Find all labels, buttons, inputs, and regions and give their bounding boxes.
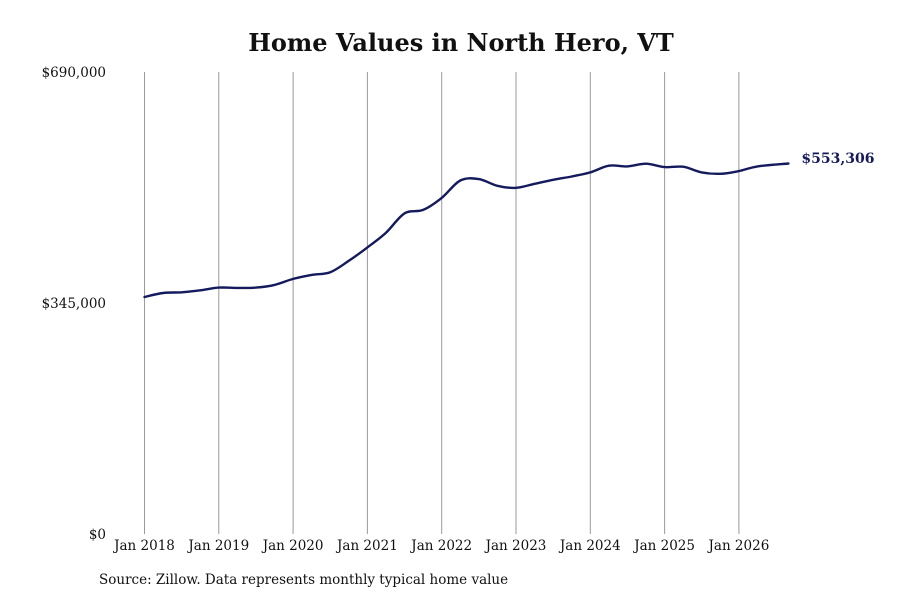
x-tick-label: Jan 2023: [484, 538, 547, 554]
x-tick-label: Jan 2021: [335, 538, 398, 554]
x-tick-label: Jan 2022: [409, 538, 472, 554]
chart-title: Home Values in North Hero, VT: [248, 28, 674, 57]
series-layer: [143, 162, 790, 299]
x-tick-label: Jan 2020: [261, 538, 324, 554]
y-tick-label: $690,000: [42, 65, 106, 81]
gridlines: [144, 72, 740, 534]
source-note: Source: Zillow. Data represents monthly …: [99, 572, 509, 588]
x-tick-label: Jan 2024: [558, 538, 621, 554]
x-tick-label: Jan 2026: [706, 538, 769, 554]
x-tick-label: Jan 2018: [112, 538, 175, 554]
home-value-line: [143, 162, 790, 299]
x-tick-label: Jan 2025: [632, 538, 695, 554]
y-tick-label: $345,000: [42, 296, 106, 312]
x-tick-label: Jan 2019: [186, 538, 249, 554]
labels-layer: Jan 2018 Jan 2019 Jan 2020 Jan 2021 Jan 2022…: [42, 65, 875, 554]
end-value-label: $553,306: [801, 151, 874, 167]
y-tick-label: $0: [89, 527, 106, 543]
